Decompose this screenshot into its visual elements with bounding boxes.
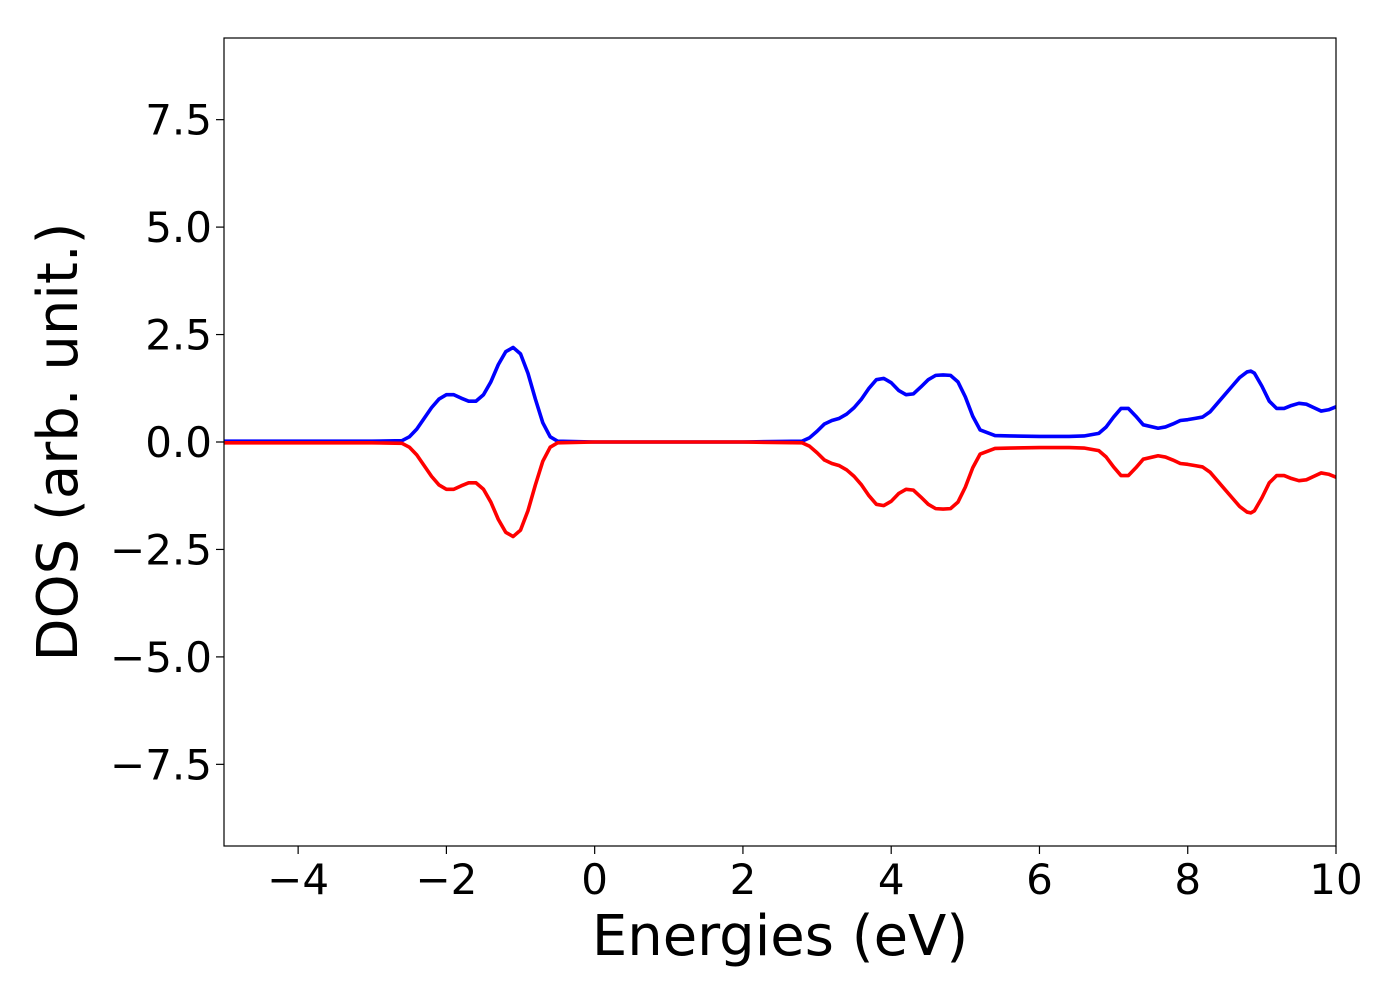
y-tick-label: 0.0 — [145, 418, 212, 467]
x-tick-label: 10 — [1309, 855, 1362, 904]
x-tick-label: 8 — [1174, 855, 1201, 904]
x-axis: −4 −2 0 2 4 6 8 10 — [267, 846, 1363, 904]
y-tick-label: 5.0 — [145, 203, 212, 252]
x-tick-label: −2 — [415, 855, 477, 904]
x-tick-label: −4 — [267, 855, 329, 904]
y-tick-label: −7.5 — [110, 740, 212, 789]
x-tick-label: 4 — [878, 855, 905, 904]
x-axis-label: Energies (eV) — [592, 904, 968, 969]
series-line-2 — [224, 440, 1336, 539]
x-tick-label: 0 — [581, 855, 608, 904]
y-tick-label: 2.5 — [145, 311, 212, 360]
x-tick-label: 6 — [1026, 855, 1053, 904]
series-line-1 — [224, 345, 1336, 444]
y-tick-label: 7.5 — [145, 96, 212, 145]
y-axis: 7.5 5.0 2.5 0.0 −2.5 −5.0 −7.5 — [110, 96, 224, 789]
y-tick-label: −2.5 — [110, 525, 212, 574]
y-tick-label: −5.0 — [110, 633, 212, 682]
series-layer — [224, 345, 1336, 539]
y-axis-label: DOS (arb. unit.) — [26, 222, 91, 661]
x-tick-label: 2 — [730, 855, 757, 904]
